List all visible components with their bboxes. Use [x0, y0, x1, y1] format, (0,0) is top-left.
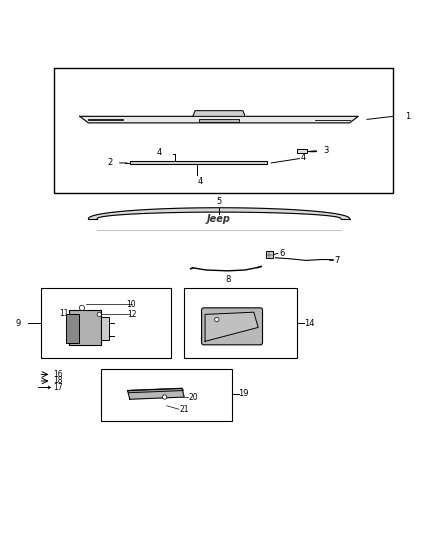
Text: 10: 10: [127, 300, 136, 309]
Text: 9: 9: [16, 319, 21, 328]
Text: 11: 11: [59, 309, 69, 318]
Circle shape: [79, 305, 85, 310]
Text: 8: 8: [225, 275, 230, 284]
Text: 17: 17: [53, 383, 62, 392]
FancyBboxPatch shape: [101, 317, 110, 341]
Text: 15: 15: [247, 309, 257, 318]
Text: 5: 5: [216, 197, 222, 206]
Polygon shape: [193, 111, 245, 116]
Text: 12: 12: [127, 310, 136, 319]
Text: 21: 21: [180, 405, 189, 414]
Circle shape: [97, 312, 102, 317]
Text: 20: 20: [188, 393, 198, 401]
Polygon shape: [127, 389, 184, 393]
FancyBboxPatch shape: [184, 288, 297, 358]
FancyBboxPatch shape: [53, 68, 393, 192]
Text: 18: 18: [53, 376, 62, 385]
FancyBboxPatch shape: [66, 314, 79, 343]
Text: 16: 16: [53, 370, 62, 379]
Polygon shape: [88, 208, 350, 219]
Polygon shape: [127, 389, 184, 399]
Text: 7: 7: [334, 256, 340, 265]
Circle shape: [215, 318, 219, 322]
Text: 4: 4: [156, 148, 162, 157]
Text: 6: 6: [279, 249, 284, 258]
FancyBboxPatch shape: [69, 310, 102, 345]
FancyBboxPatch shape: [297, 149, 307, 153]
Text: 4: 4: [301, 153, 306, 162]
FancyBboxPatch shape: [41, 288, 171, 358]
Text: Jeep: Jeep: [207, 214, 231, 224]
FancyBboxPatch shape: [265, 251, 273, 258]
Polygon shape: [80, 116, 358, 123]
Circle shape: [162, 395, 167, 399]
Text: 19: 19: [239, 389, 249, 398]
Text: 14: 14: [304, 319, 314, 328]
Text: 1: 1: [405, 112, 410, 121]
Text: 2: 2: [107, 158, 113, 167]
FancyBboxPatch shape: [102, 369, 232, 421]
Text: 4: 4: [198, 177, 203, 186]
Text: 3: 3: [323, 146, 329, 155]
Polygon shape: [130, 161, 267, 164]
FancyBboxPatch shape: [201, 308, 262, 345]
FancyBboxPatch shape: [199, 119, 239, 123]
Polygon shape: [205, 312, 258, 341]
